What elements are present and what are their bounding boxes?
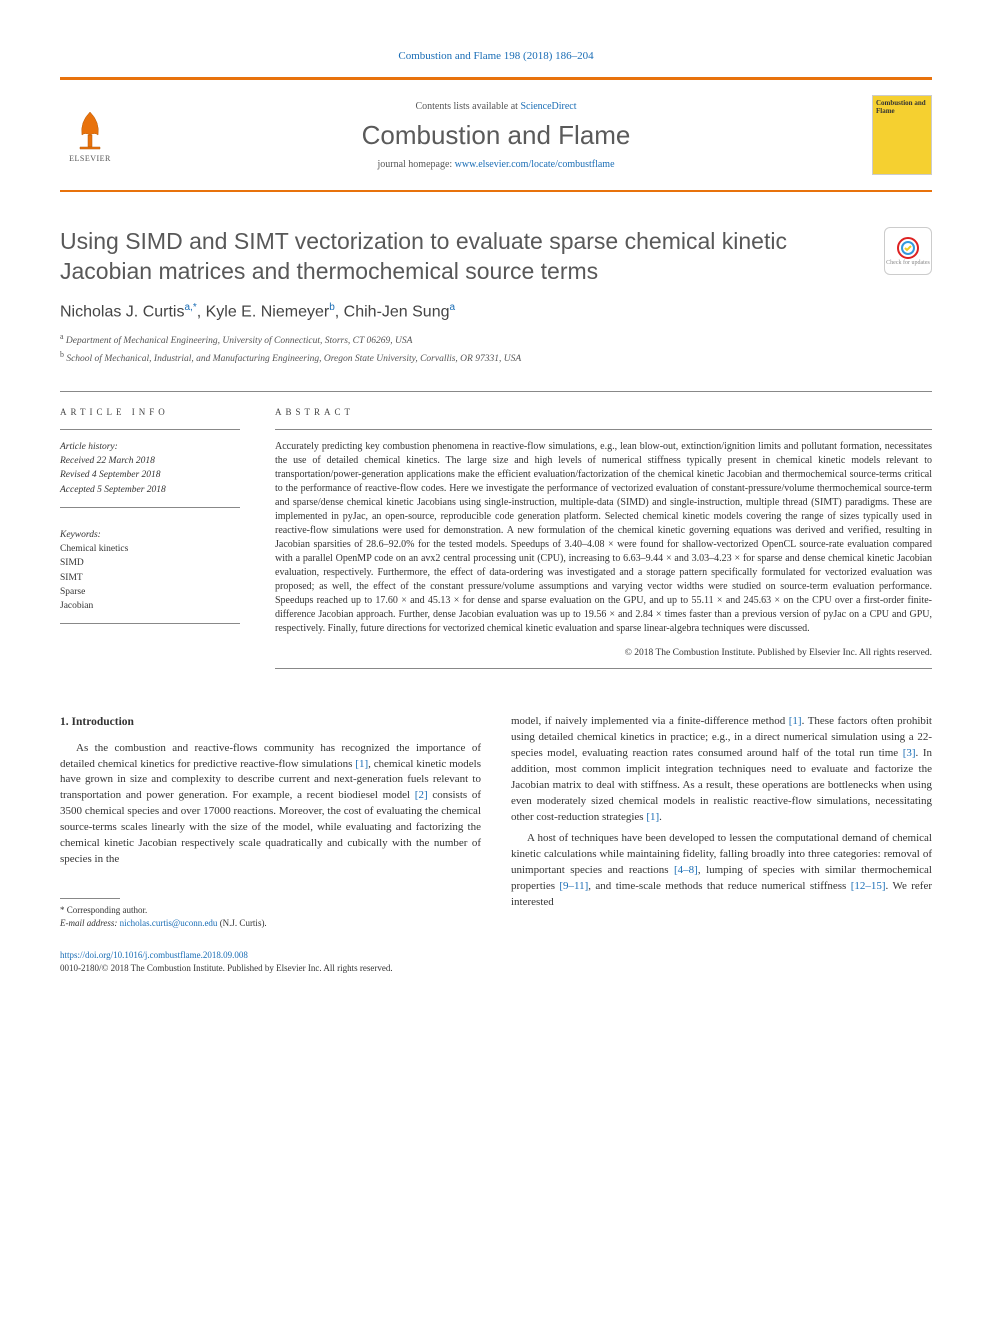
col2-para-1: model, if naively implemented via a fini… xyxy=(511,714,932,826)
corresponding-author: * Corresponding author. xyxy=(60,904,481,917)
col2-para-2: A host of techniques have been developed… xyxy=(511,831,932,911)
contents-prefix: Contents lists available at xyxy=(415,101,520,112)
body-columns: 1. Introduction As the combustion and re… xyxy=(60,714,932,929)
divider-1 xyxy=(60,391,932,392)
keyword-2: SIMT xyxy=(60,571,240,585)
top-citation: Combustion and Flame 198 (2018) 186–204 xyxy=(60,50,932,62)
info-rule-1 xyxy=(60,429,240,430)
title-row: Using SIMD and SIMT vectorization to eva… xyxy=(60,227,932,287)
page-container: Combustion and Flame 198 (2018) 186–204 … xyxy=(0,0,992,1024)
author-1-sup: a,* xyxy=(184,302,196,313)
email-line: E-mail address: nicholas.curtis@uconn.ed… xyxy=(60,917,481,930)
author-1: Nicholas J. Curtis xyxy=(60,303,184,320)
abstract-text: Accurately predicting key combustion phe… xyxy=(275,440,932,636)
journal-name: Combustion and Flame xyxy=(140,120,852,151)
abstract-copyright: © 2018 The Combustion Institute. Publish… xyxy=(275,648,932,658)
article-info-heading: ARTICLE INFO xyxy=(60,407,240,417)
journal-cover-thumbnail[interactable]: Combustion and Flame xyxy=(872,95,932,175)
email-label: E-mail address: xyxy=(60,918,120,928)
article-title: Using SIMD and SIMT vectorization to eva… xyxy=(60,227,864,287)
keyword-1: SIMD xyxy=(60,556,240,570)
history-revised: Revised 4 September 2018 xyxy=(60,468,240,482)
homepage-line: journal homepage: www.elsevier.com/locat… xyxy=(140,159,852,170)
crossmark-label: Check for updates xyxy=(886,260,930,266)
crossmark-button[interactable]: Check for updates xyxy=(884,227,932,275)
author-3: Chih-Jen Sung xyxy=(344,303,450,320)
contents-available-line: Contents lists available at ScienceDirec… xyxy=(140,101,852,112)
column-left: 1. Introduction As the combustion and re… xyxy=(60,714,481,929)
article-info-column: ARTICLE INFO Article history: Received 2… xyxy=(60,407,240,679)
sciencedirect-link[interactable]: ScienceDirect xyxy=(520,101,576,112)
affiliation-b: b School of Mechanical, Industrial, and … xyxy=(60,349,932,366)
info-abstract-row: ARTICLE INFO Article history: Received 2… xyxy=(60,407,932,679)
homepage-prefix: journal homepage: xyxy=(377,159,454,170)
header-center: Contents lists available at ScienceDirec… xyxy=(140,101,852,170)
history-label: Article history: xyxy=(60,440,240,454)
info-rule-3 xyxy=(60,623,240,624)
elsevier-logo[interactable]: ELSEVIER xyxy=(60,100,120,170)
affiliation-b-text: School of Mechanical, Industrial, and Ma… xyxy=(66,354,521,364)
elsevier-label: ELSEVIER xyxy=(69,154,111,163)
author-3-sup: a xyxy=(450,302,456,313)
email-link[interactable]: nicholas.curtis@uconn.edu xyxy=(120,918,218,928)
cover-title: Combustion and Flame xyxy=(876,99,928,115)
authors-line: Nicholas J. Curtisa,*, Kyle E. Niemeyerb… xyxy=(60,302,932,321)
footnote-block: * Corresponding author. E-mail address: … xyxy=(60,904,481,929)
abstract-rule-2 xyxy=(275,668,932,669)
keyword-4: Jacobian xyxy=(60,599,240,613)
abstract-column: ABSTRACT Accurately predicting key combu… xyxy=(275,407,932,679)
abstract-rule-1 xyxy=(275,429,932,430)
info-rule-2 xyxy=(60,507,240,508)
section-1-heading: 1. Introduction xyxy=(60,714,481,731)
footnote-rule xyxy=(60,898,120,899)
abstract-heading: ABSTRACT xyxy=(275,407,932,417)
crossmark-icon xyxy=(896,236,920,260)
history-received: Received 22 March 2018 xyxy=(60,454,240,468)
article-history: Article history: Received 22 March 2018 … xyxy=(60,440,240,497)
keywords-block: Keywords: Chemical kinetics SIMD SIMT Sp… xyxy=(60,528,240,614)
keywords-label: Keywords: xyxy=(60,528,240,542)
affiliations: a Department of Mechanical Engineering, … xyxy=(60,331,932,366)
issn-copyright-line: 0010-2180/© 2018 The Combustion Institut… xyxy=(60,962,932,975)
journal-header: ELSEVIER Contents lists available at Sci… xyxy=(60,77,932,192)
homepage-link[interactable]: www.elsevier.com/locate/combustflame xyxy=(455,159,615,170)
elsevier-tree-icon xyxy=(70,107,110,152)
affiliation-a: a Department of Mechanical Engineering, … xyxy=(60,331,932,348)
keyword-0: Chemical kinetics xyxy=(60,542,240,556)
author-2: Kyle E. Niemeyer xyxy=(206,303,330,320)
doi-link[interactable]: https://doi.org/10.1016/j.combustflame.2… xyxy=(60,950,248,960)
col1-para-1: As the combustion and reactive-flows com… xyxy=(60,741,481,869)
keyword-3: Sparse xyxy=(60,585,240,599)
column-right: model, if naively implemented via a fini… xyxy=(511,714,932,929)
bottom-block: https://doi.org/10.1016/j.combustflame.2… xyxy=(60,949,932,974)
email-suffix: (N.J. Curtis). xyxy=(217,918,266,928)
affiliation-a-text: Department of Mechanical Engineering, Un… xyxy=(66,336,413,346)
author-2-sup: b xyxy=(329,302,335,313)
history-accepted: Accepted 5 September 2018 xyxy=(60,483,240,497)
